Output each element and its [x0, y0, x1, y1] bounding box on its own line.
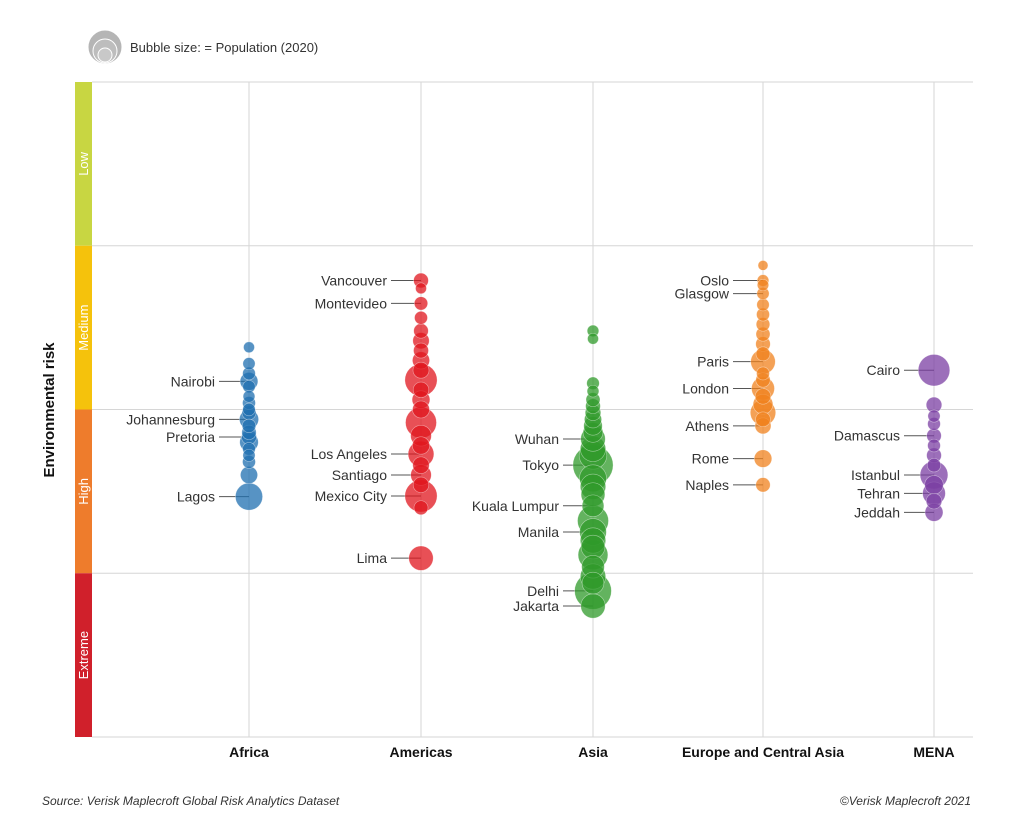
city-label-lagos: Lagos [177, 489, 215, 505]
city-label-athens: Athens [685, 418, 729, 434]
bubble [241, 418, 257, 433]
risk-band-label: Medium [76, 305, 91, 351]
city-label-delhi: Delhi [527, 583, 559, 599]
city-label-cairo: Cairo [867, 362, 901, 378]
category-asia: Asia [578, 744, 608, 760]
category-europe-and-central-asia: Europe and Central Asia [682, 744, 844, 760]
city-label-vancouver: Vancouver [321, 272, 387, 288]
bubble [754, 388, 772, 405]
category-mena: MENA [913, 744, 954, 760]
bubble [413, 342, 429, 359]
city-label-los-angeles: Los Angeles [311, 446, 387, 462]
bubble-kuala-lumpur [581, 494, 605, 517]
city-label-glasgow: Glasgow [675, 286, 730, 302]
copyright-note: ©Verisk Maplecroft 2021 [839, 794, 971, 808]
legend-icon [87, 29, 123, 65]
source-note: Source: Verisk Maplecroft Global Risk An… [42, 794, 340, 808]
bubble [415, 282, 427, 295]
bubble [926, 458, 942, 473]
gridlines [92, 81, 973, 738]
bubble [413, 500, 429, 516]
bubble [242, 390, 256, 403]
bubble [413, 323, 429, 339]
risk-band-label: Extreme [76, 631, 91, 679]
city-label-manila: Manila [518, 524, 559, 540]
bubble [756, 366, 770, 381]
bubble [240, 466, 258, 484]
bubble-montevideo [413, 296, 428, 311]
bubble-lagos [235, 482, 263, 511]
bubble [755, 346, 771, 362]
bubble [581, 571, 605, 595]
risk-band-label: Low [76, 151, 91, 175]
city-label-wuhan: Wuhan [515, 431, 559, 447]
bubble [412, 456, 430, 474]
bubble [414, 310, 428, 325]
bubble [924, 475, 944, 495]
bubbles [235, 260, 951, 619]
city-label-jeddah: Jeddah [854, 504, 900, 520]
bubble [412, 476, 430, 493]
bubble [756, 298, 770, 312]
bubble-jakarta [580, 593, 606, 619]
category-africa: Africa [229, 744, 269, 760]
x-axis-categories: Africa Americas Asia Europe and Central Asi… [229, 744, 954, 760]
category-americas: Americas [389, 744, 452, 760]
city-label-jakarta: Jakarta [513, 598, 559, 614]
bubble-cairo [917, 354, 951, 387]
y-axis-label: Environmental risk [41, 342, 58, 478]
bubble-rome [753, 449, 773, 468]
city-label-naples: Naples [685, 477, 729, 493]
city-label-damascus: Damascus [834, 428, 900, 444]
bubble [586, 384, 600, 398]
city-label-johannesburg: Johannesburg [126, 411, 215, 427]
bubble [243, 341, 255, 354]
city-label-paris: Paris [697, 354, 729, 370]
city-label-rome: Rome [692, 451, 730, 467]
bubble [755, 411, 771, 428]
bubble [412, 361, 430, 379]
legend-label: Bubble size: = Population (2020) [130, 40, 319, 55]
city-labels: Nairobi Johannesburg Pretoria Lagos Vancouve… [126, 272, 900, 614]
risk-bands: Low Medium High Extreme [75, 82, 92, 737]
risk-band-label: High [76, 478, 91, 505]
risk-band-low [75, 82, 92, 246]
city-label-lima: Lima [357, 550, 388, 566]
bubble [757, 260, 769, 271]
label-leader-lines [219, 279, 934, 607]
bubble [927, 409, 941, 423]
risk-band-medium [75, 245, 92, 410]
bubble [412, 381, 430, 398]
city-label-istanbul: Istanbul [851, 467, 900, 483]
city-label-london: London [682, 381, 729, 397]
city-label-tehran: Tehran [857, 485, 900, 501]
bubble [412, 400, 430, 419]
city-label-oslo: Oslo [700, 272, 729, 288]
bubble [756, 279, 769, 292]
bubble [242, 402, 256, 417]
city-label-santiago: Santiago [332, 467, 387, 483]
bubble-lima [408, 545, 434, 571]
city-label-tokyo: Tokyo [522, 457, 559, 473]
bubble-naples [755, 477, 771, 493]
city-label-mexico-city: Mexico City [315, 488, 387, 504]
city-label-pretoria: Pretoria [166, 429, 215, 445]
bubble [242, 448, 256, 462]
city-label-nairobi: Nairobi [171, 373, 215, 389]
bubble [587, 332, 599, 345]
bubble [927, 438, 941, 453]
risk-band-extreme [75, 573, 92, 737]
bubble [411, 436, 430, 455]
city-label-kuala-lumpur: Kuala Lumpur [472, 498, 560, 514]
risk-band-high [75, 409, 92, 574]
city-label-montevideo: Montevideo [315, 295, 388, 311]
bubble [242, 357, 256, 371]
bubble [925, 493, 943, 510]
